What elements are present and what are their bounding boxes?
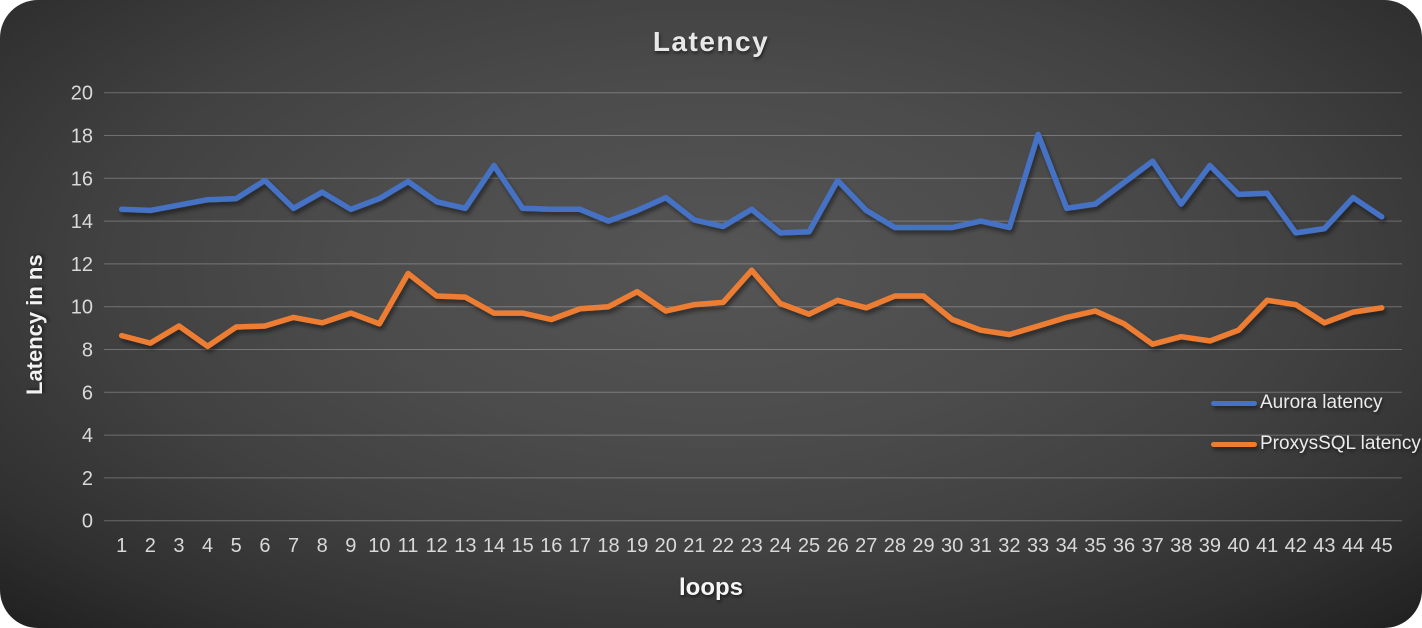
x-tick-label: 31 bbox=[970, 535, 992, 557]
y-tick-label: 2 bbox=[82, 468, 93, 490]
x-tick-label: 37 bbox=[1141, 535, 1163, 557]
x-tick-label: 21 bbox=[683, 535, 705, 557]
x-tick-label: 3 bbox=[173, 535, 184, 557]
y-tick-label: 10 bbox=[71, 297, 93, 319]
x-tick-label: 25 bbox=[798, 535, 820, 557]
x-tick-label: 26 bbox=[826, 535, 848, 557]
x-tick-label: 43 bbox=[1313, 535, 1335, 557]
x-tick-label: 14 bbox=[483, 535, 505, 557]
y-tick-label: 16 bbox=[71, 168, 93, 190]
x-tick-label: 39 bbox=[1199, 535, 1221, 557]
x-tick-label: 33 bbox=[1027, 535, 1049, 557]
x-tick-label: 1 bbox=[116, 535, 127, 557]
x-tick-label: 16 bbox=[540, 535, 562, 557]
x-tick-label: 32 bbox=[998, 535, 1020, 557]
proxyssql-latency-line bbox=[118, 267, 1385, 350]
legend-label-proxyssql-latency: ProxysSQL latency bbox=[1260, 433, 1421, 454]
x-tick-label: 28 bbox=[884, 535, 906, 557]
legend-label-aurora-latency: Aurora latency bbox=[1260, 392, 1383, 413]
x-tick-label: 45 bbox=[1371, 535, 1393, 557]
aurora-line-swatch-icon bbox=[1211, 400, 1257, 406]
y-tick-label: 4 bbox=[82, 425, 93, 447]
x-tick-label: 44 bbox=[1342, 535, 1364, 557]
x-tick-label: 42 bbox=[1285, 535, 1307, 557]
y-tick-label: 18 bbox=[71, 126, 93, 148]
x-tick-label: 29 bbox=[912, 535, 934, 557]
x-tick-label: 15 bbox=[511, 535, 533, 557]
x-tick-label: 6 bbox=[259, 535, 270, 557]
x-tick-label: 7 bbox=[288, 535, 299, 557]
legend-item-proxyssql-latency: ProxysSQL latency bbox=[1211, 431, 1421, 457]
x-tick-label: 18 bbox=[597, 535, 619, 557]
x-tick-label: 17 bbox=[569, 535, 591, 557]
x-tick-label: 27 bbox=[855, 535, 877, 557]
x-tick-label: 35 bbox=[1084, 535, 1106, 557]
x-tick-label: 2 bbox=[145, 535, 156, 557]
x-tick-label: 41 bbox=[1256, 535, 1278, 557]
x-tick-label: 30 bbox=[941, 535, 963, 557]
x-tick-label: 8 bbox=[317, 535, 328, 557]
y-tick-label: 8 bbox=[82, 340, 93, 362]
x-tick-labels: 1 2 3 4 5 6 7 8 9 10 11 12 13 14 15 16 17 18 19 20 21 22 23 24 2… bbox=[116, 535, 1393, 557]
proxyssql-line-swatch-icon bbox=[1211, 441, 1257, 447]
y-tick-label: 0 bbox=[82, 511, 93, 533]
aurora-latency-line bbox=[118, 131, 1385, 236]
x-tick-label: 10 bbox=[368, 535, 390, 557]
y-tick-label: 12 bbox=[71, 254, 93, 276]
x-tick-label: 36 bbox=[1113, 535, 1135, 557]
legend-item-aurora-latency: Aurora latency bbox=[1211, 390, 1421, 416]
x-tick-label: 20 bbox=[655, 535, 677, 557]
x-tick-label: 9 bbox=[345, 535, 356, 557]
x-tick-label: 19 bbox=[626, 535, 648, 557]
gridlines bbox=[104, 92, 1402, 522]
legend: Aurora latency ProxysSQL latency bbox=[1211, 390, 1421, 472]
x-tick-label: 24 bbox=[769, 535, 791, 557]
x-tick-label: 40 bbox=[1227, 535, 1249, 557]
x-tick-label: 13 bbox=[454, 535, 476, 557]
y-tick-label: 14 bbox=[71, 211, 93, 233]
y-tick-label: 20 bbox=[71, 83, 93, 105]
x-tick-label: 4 bbox=[202, 535, 213, 557]
x-tick-label: 23 bbox=[741, 535, 763, 557]
x-tick-label: 38 bbox=[1170, 535, 1192, 557]
y-tick-labels: 0 2 4 6 8 10 12 14 16 18 20 bbox=[71, 83, 93, 533]
y-tick-label: 6 bbox=[82, 382, 93, 404]
x-tick-label: 34 bbox=[1056, 535, 1078, 557]
x-axis-title: loops bbox=[679, 574, 743, 601]
x-tick-label: 22 bbox=[712, 535, 734, 557]
x-tick-label: 12 bbox=[426, 535, 448, 557]
chart-title: Latency bbox=[652, 26, 770, 57]
x-tick-label: 5 bbox=[231, 535, 242, 557]
x-tick-label: 11 bbox=[398, 535, 419, 557]
